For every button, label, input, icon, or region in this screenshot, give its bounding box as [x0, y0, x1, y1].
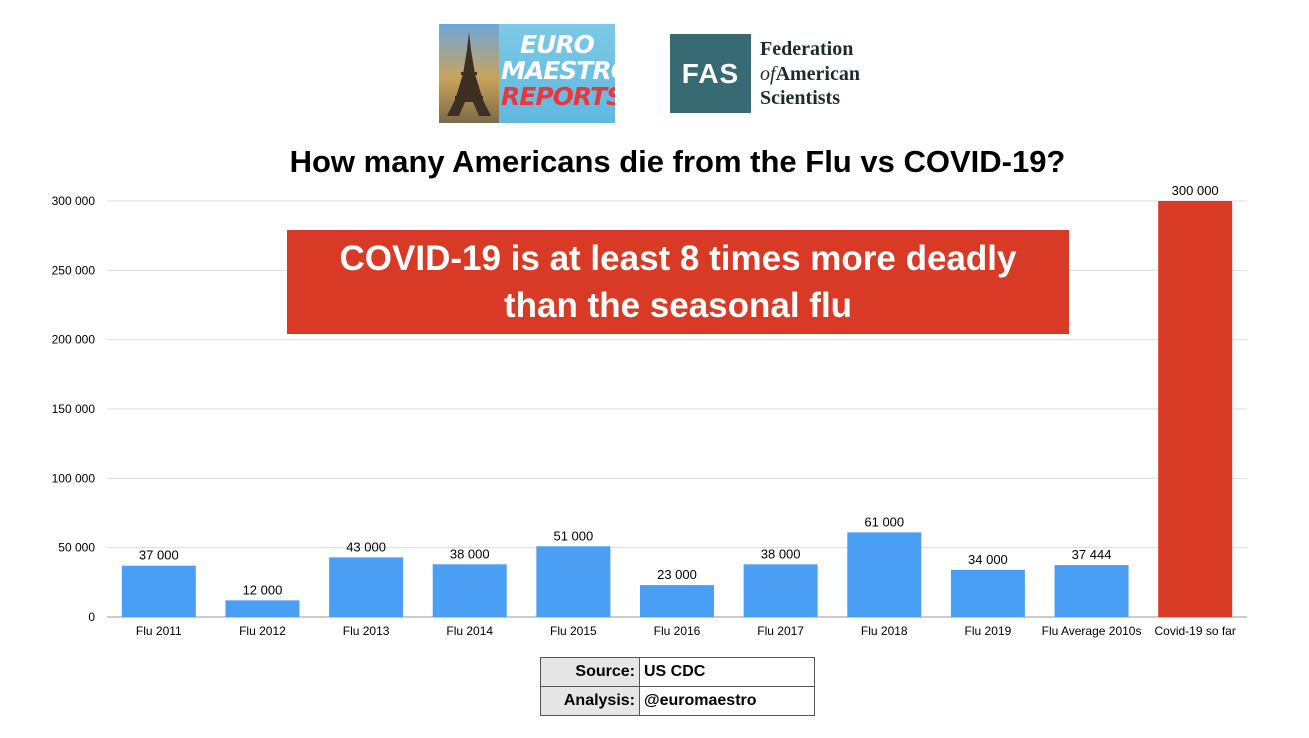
- chart-title: How many Americans die from the Flu vs C…: [289, 144, 1066, 179]
- analysis-label: Analysis:: [540, 686, 640, 716]
- x-tick-label: Flu Average 2010s: [1042, 624, 1142, 638]
- x-tick-label: Flu 2013: [343, 624, 390, 638]
- source-value: US CDC: [639, 657, 815, 687]
- bar-value-label: 300 000: [1172, 183, 1219, 198]
- bar-value-label: 38 000: [761, 546, 801, 561]
- y-tick-label: 50 000: [58, 541, 95, 555]
- x-tick-label: Flu 2012: [239, 624, 286, 638]
- logo-word-maestro: MAESTRO: [501, 56, 615, 85]
- x-tick-label: Flu 2016: [654, 624, 701, 638]
- source-label: Source:: [540, 657, 640, 687]
- bar-value-label: 12 000: [243, 582, 283, 597]
- bar-value-label: 51 000: [553, 528, 593, 543]
- fas-logo-badge: FAS: [670, 34, 751, 113]
- x-tick-label: Flu 2011: [136, 624, 182, 638]
- fas-name-line3: Scientists: [760, 87, 840, 109]
- analysis-row: Analysis: @euromaestro: [540, 686, 815, 716]
- logo-word-reports: REPORTS: [501, 82, 615, 111]
- y-tick-label: 0: [88, 610, 95, 624]
- eiffel-tower-photo: [439, 24, 499, 123]
- bar-value-label: 38 000: [450, 546, 490, 561]
- callout-line-1: COVID-19 is at least 8 times more deadly: [339, 239, 1017, 278]
- logo-word-euro: EURO: [520, 30, 595, 59]
- eiffel-tower-icon: [447, 32, 491, 116]
- y-tick-label: 250 000: [52, 263, 96, 277]
- bar-value-label: 23 000: [657, 567, 697, 582]
- analysis-value: @euromaestro: [639, 686, 815, 716]
- bar-value-label: 34 000: [968, 552, 1008, 567]
- bar: [536, 546, 611, 617]
- bar: [847, 532, 922, 617]
- y-tick-label: 300 000: [52, 194, 96, 208]
- y-tick-label: 150 000: [52, 402, 96, 416]
- bar: [640, 585, 714, 617]
- fas-name-american: American: [775, 62, 860, 85]
- euro-maestro-logo: EURO MAESTRO REPORTS: [439, 24, 615, 123]
- callout-banner: COVID-19 is at least 8 times more deadly…: [287, 230, 1069, 334]
- fas-name-of: of: [760, 62, 776, 85]
- bar: [225, 600, 300, 617]
- y-tick-label: 100 000: [52, 471, 96, 485]
- fas-name-line2: ofAmerican: [760, 62, 920, 87]
- bar: [743, 564, 818, 617]
- bar: [329, 557, 404, 617]
- y-tick-label: 200 000: [52, 333, 96, 347]
- fas-name-line1: Federation: [760, 38, 854, 60]
- x-tick-label: Covid-19 so far: [1154, 624, 1235, 638]
- x-tick-label: Flu 2015: [550, 624, 597, 638]
- bar-value-label: 43 000: [346, 539, 386, 554]
- bar-value-label: 37 000: [139, 548, 179, 563]
- bar-chart: 0 50 000 100 000 150 000 200 000 250 000 300 0…: [52, 183, 1247, 638]
- bar-value-label: 61 000: [864, 514, 904, 529]
- bar: [432, 564, 507, 617]
- bar-value-label: 37 444: [1072, 547, 1112, 562]
- x-tick-label: Flu 2014: [446, 624, 493, 638]
- source-table: Source: US CDC Analysis: @euromaestro: [540, 657, 815, 716]
- x-tick-label: Flu 2018: [861, 624, 908, 638]
- bar: [950, 569, 1025, 617]
- source-row: Source: US CDC: [540, 657, 815, 687]
- fas-logo-name: Federation ofAmerican Scientists: [760, 37, 920, 111]
- bar: [1054, 565, 1129, 617]
- bar: [121, 565, 196, 617]
- x-tick-label: Flu 2019: [965, 624, 1012, 638]
- callout-line-2: than the seasonal flu: [503, 286, 853, 325]
- x-tick-label: Flu 2017: [757, 624, 804, 638]
- bar: [1158, 201, 1233, 617]
